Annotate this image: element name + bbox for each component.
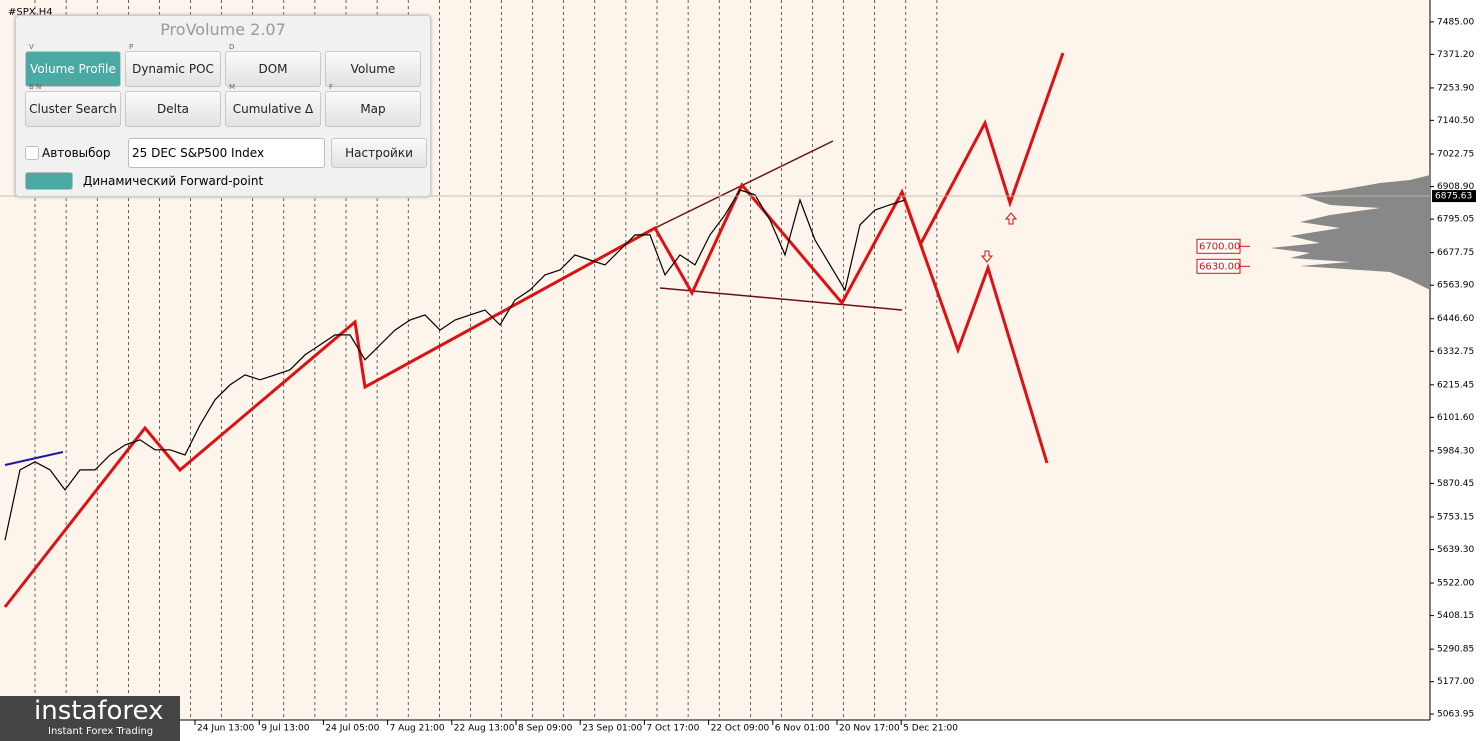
x-tick-label: 9 Jul 13:00 bbox=[261, 724, 310, 734]
y-tick-label: 6446.60 bbox=[1437, 314, 1474, 324]
level-box bbox=[1196, 258, 1241, 274]
forward-label: Динамический Forward-point bbox=[83, 174, 264, 188]
button-label: Volume bbox=[350, 62, 396, 76]
trend-line bbox=[659, 287, 903, 311]
x-tick-label: 22 Aug 13:00 bbox=[454, 724, 515, 734]
forecast-down bbox=[900, 191, 1049, 464]
y-tick-label: 7140.50 bbox=[1437, 116, 1474, 126]
arrow-down bbox=[980, 250, 994, 263]
x-tick-label: 6 Nov 01:00 bbox=[775, 724, 830, 734]
button-label: Dynamic POC bbox=[132, 62, 214, 76]
logo-tagline: Instant Forex Trading bbox=[48, 726, 154, 737]
y-tick-label: 7485.00 bbox=[1437, 17, 1474, 27]
last-price-label: 6875.63 bbox=[1435, 192, 1472, 202]
x-tick-label: 22 Oct 09:00 bbox=[711, 724, 770, 734]
trend-line bbox=[4, 451, 64, 466]
y-tick-label: 6332.75 bbox=[1437, 347, 1474, 357]
checkbox[interactable] bbox=[25, 146, 39, 160]
symbol-label: #SPX,H4 bbox=[8, 7, 53, 18]
logo-name: instaforex bbox=[34, 696, 164, 726]
y-tick-label: 5290.85 bbox=[1437, 645, 1474, 655]
last-price-box bbox=[1432, 190, 1476, 203]
panel-title: ProVolume 2.07 bbox=[160, 20, 286, 39]
autoselect-label: Автовыбор bbox=[42, 146, 111, 160]
button-grid: Volume Profile V Dynamic POC P DOM D Volume Clu… bbox=[25, 43, 421, 127]
hotkey: V bbox=[29, 43, 34, 51]
tool-button[interactable]: Volume Profile V bbox=[25, 43, 121, 87]
tool-button[interactable]: Cumulative Δ M bbox=[225, 83, 321, 127]
button-label: DOM bbox=[258, 62, 288, 76]
y-tick-label: 6101.60 bbox=[1437, 413, 1474, 423]
y-tick-label: 5870.45 bbox=[1437, 479, 1474, 489]
y-tick-label: 5984.30 bbox=[1437, 446, 1474, 456]
x-tick-label: 7 Aug 21:00 bbox=[390, 724, 445, 734]
y-tick-label: 6563.90 bbox=[1437, 281, 1474, 291]
arrow-up bbox=[1004, 212, 1018, 225]
zigzag bbox=[3, 182, 924, 608]
button-label: Cluster Search bbox=[29, 102, 117, 116]
y-tick-label: 5177.00 bbox=[1437, 677, 1474, 687]
price-line bbox=[4, 189, 906, 541]
y-tick-label: 7022.75 bbox=[1437, 150, 1474, 160]
x-tick-label: 24 Jun 13:00 bbox=[197, 724, 254, 734]
forecast-up bbox=[918, 52, 1065, 246]
tool-button[interactable]: Map F bbox=[325, 83, 421, 127]
hotkey: F bbox=[329, 83, 334, 91]
toggle[interactable] bbox=[25, 172, 73, 190]
hotkey: M bbox=[229, 83, 236, 91]
y-tick-label: 7253.90 bbox=[1437, 83, 1474, 93]
x-tick-label: 7 Oct 17:00 bbox=[646, 724, 699, 734]
level-box bbox=[1196, 238, 1241, 254]
x-tick-label: 8 Sep 09:00 bbox=[518, 724, 573, 734]
button-label: Cumulative Δ bbox=[232, 102, 314, 116]
level-label: 6630.00 bbox=[1199, 261, 1240, 272]
y-tick-label: 5753.15 bbox=[1437, 512, 1474, 522]
instrument-select[interactable]: 25 DEC S&P500 Index bbox=[128, 138, 325, 168]
x-tick-label: 24 Jul 05:00 bbox=[325, 724, 379, 734]
y-tick-label: 5522.00 bbox=[1437, 579, 1474, 589]
tool-button[interactable]: Dynamic POC P bbox=[125, 43, 221, 87]
button-label: Map bbox=[360, 102, 386, 116]
price-axis bbox=[1430, 0, 1480, 741]
button-label: Delta bbox=[156, 102, 189, 116]
y-tick-label: 6908.90 bbox=[1437, 182, 1474, 192]
instrument-row: Автовыбор 25 DEC S&P500 Index Настройки bbox=[25, 138, 427, 168]
y-tick-label: 5408.15 bbox=[1437, 611, 1474, 621]
y-tick-label: 7371.20 bbox=[1437, 50, 1474, 60]
x-tick-label: 5 Dec 21:00 bbox=[903, 724, 958, 734]
tool-button[interactable]: Delta bbox=[125, 91, 221, 127]
y-tick-label: 5639.30 bbox=[1437, 545, 1474, 555]
hotkey: B N bbox=[29, 83, 42, 91]
tool-button[interactable]: Volume bbox=[325, 51, 421, 87]
logo: instaforex Instant Forex Trading bbox=[0, 696, 180, 741]
y-tick-label: 5063.95 bbox=[1437, 710, 1474, 720]
tool-button[interactable]: Cluster Search B N bbox=[25, 83, 121, 127]
y-tick-label: 6795.05 bbox=[1437, 215, 1474, 225]
x-tick-label: 23 Sep 01:00 bbox=[582, 724, 642, 734]
forward-row: Динамический Forward-point bbox=[25, 172, 263, 190]
tool-button[interactable]: DOM D bbox=[225, 43, 321, 87]
volume-profile bbox=[1270, 175, 1430, 290]
level-label: 6700.00 bbox=[1199, 241, 1240, 252]
analysis-drawings bbox=[3, 52, 1065, 608]
y-tick-label: 6215.45 bbox=[1437, 380, 1474, 390]
y-tick-label: 6677.75 bbox=[1437, 248, 1474, 258]
hotkey: P bbox=[129, 43, 134, 51]
trend-line bbox=[654, 140, 834, 229]
hotkey: D bbox=[229, 43, 235, 51]
settings-button[interactable]: Настройки bbox=[331, 138, 427, 168]
button-label: Volume Profile bbox=[30, 62, 116, 76]
x-tick-label: 20 Nov 17:00 bbox=[839, 724, 900, 734]
provolume-panel: ProVolume 2.07 Volume Profile V Dynamic PO… bbox=[15, 15, 431, 197]
